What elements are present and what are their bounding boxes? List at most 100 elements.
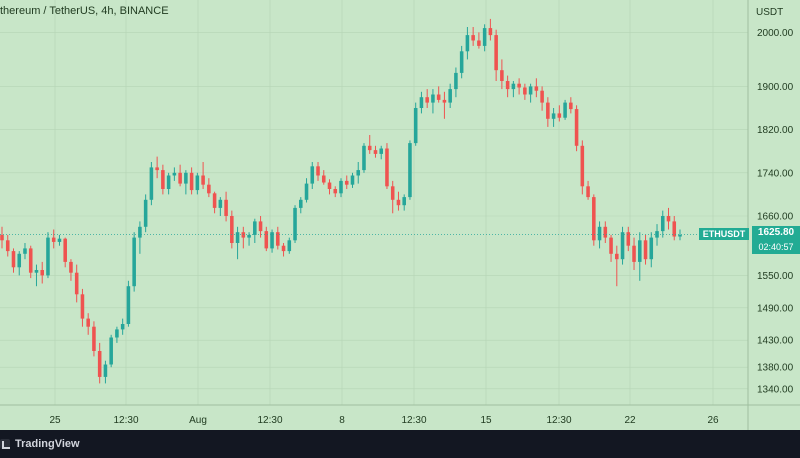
candle-body bbox=[51, 237, 56, 242]
candle bbox=[344, 175, 349, 189]
candle bbox=[425, 89, 429, 108]
candle-body bbox=[396, 199, 401, 206]
candle-body bbox=[574, 109, 579, 146]
candle-body bbox=[184, 172, 188, 184]
candle-body bbox=[643, 240, 648, 260]
x-tick-label: 12:30 bbox=[401, 415, 426, 426]
symbol-badge: ETHUSDT bbox=[699, 228, 749, 241]
candle-body bbox=[517, 83, 521, 88]
candle bbox=[586, 180, 590, 200]
candle bbox=[413, 102, 418, 146]
candle bbox=[436, 86, 441, 103]
candle-body bbox=[126, 286, 131, 324]
candle bbox=[471, 27, 475, 46]
candle bbox=[655, 224, 659, 246]
candle-body bbox=[304, 183, 309, 200]
candle bbox=[264, 226, 269, 252]
candle-body bbox=[333, 189, 338, 194]
candle-body bbox=[321, 175, 326, 183]
y-tick-label: 1550.00 bbox=[757, 271, 794, 282]
candle bbox=[356, 162, 361, 184]
candle-body bbox=[615, 253, 619, 260]
candle-body bbox=[172, 172, 177, 176]
candle-body bbox=[11, 251, 16, 268]
candle-body bbox=[494, 35, 498, 71]
candle-body bbox=[155, 167, 159, 171]
candle-body bbox=[247, 234, 251, 238]
tradingview-logo[interactable]: TradingView bbox=[0, 430, 80, 458]
chart-area[interactable]: USDT 2000.00 1900.00 1820.00 1740.00 1660.00 1… bbox=[0, 0, 800, 430]
candle bbox=[523, 83, 527, 100]
x-tick-label: 22 bbox=[624, 415, 636, 426]
candle bbox=[488, 18, 493, 41]
candle-body bbox=[540, 90, 544, 103]
candle bbox=[293, 205, 297, 243]
candle bbox=[603, 221, 608, 243]
y-tick-label: 1380.00 bbox=[757, 363, 794, 374]
candle-body bbox=[276, 232, 280, 246]
candle-body bbox=[362, 145, 366, 171]
candle-body bbox=[218, 199, 223, 208]
candle-body bbox=[224, 199, 228, 216]
candle bbox=[459, 45, 464, 79]
candle-body bbox=[367, 145, 372, 151]
candle bbox=[505, 75, 510, 98]
candlestick-chart[interactable]: USDT 2000.00 1900.00 1820.00 1740.00 1660.00 1… bbox=[0, 0, 800, 430]
candle-body bbox=[230, 216, 234, 243]
candle-body bbox=[666, 216, 671, 222]
candle-body bbox=[235, 232, 240, 243]
candle bbox=[339, 178, 343, 198]
candle-body bbox=[339, 180, 343, 194]
candle bbox=[333, 186, 338, 198]
candle bbox=[161, 164, 165, 195]
candle-body bbox=[270, 232, 274, 249]
candle bbox=[396, 191, 401, 211]
candle-body bbox=[632, 245, 636, 262]
candle bbox=[115, 326, 119, 343]
candle bbox=[500, 59, 504, 90]
candle-body bbox=[258, 221, 263, 232]
candle-body bbox=[459, 51, 464, 73]
candle-body bbox=[477, 40, 481, 46]
candle bbox=[637, 232, 642, 281]
y-tick-label: 1740.00 bbox=[757, 168, 794, 179]
current-price: 1625.80 bbox=[757, 227, 795, 239]
candle bbox=[276, 226, 280, 250]
candle bbox=[580, 140, 585, 195]
candle bbox=[40, 261, 45, 284]
symbol-title[interactable]: thereum / TetherUS, 4h, BINANCE bbox=[0, 5, 169, 17]
x-tick-label: Aug bbox=[189, 415, 207, 426]
candle-body bbox=[419, 97, 424, 108]
candle-body bbox=[408, 143, 412, 198]
candle bbox=[546, 97, 550, 127]
candle-body bbox=[569, 102, 573, 110]
candle-body bbox=[528, 86, 533, 95]
candle bbox=[511, 81, 516, 98]
candle bbox=[569, 97, 573, 114]
candle bbox=[23, 243, 27, 260]
candle bbox=[402, 194, 406, 211]
candle-body bbox=[86, 318, 90, 327]
candle bbox=[672, 216, 677, 241]
candle bbox=[132, 232, 136, 292]
candle-body bbox=[448, 89, 452, 103]
candle bbox=[666, 207, 671, 230]
candle bbox=[574, 105, 579, 152]
candle bbox=[80, 288, 85, 327]
candle bbox=[195, 172, 200, 195]
candle bbox=[51, 229, 56, 249]
bar-countdown: 02:40:57 bbox=[758, 242, 794, 253]
candle bbox=[235, 226, 240, 260]
candle bbox=[310, 162, 315, 189]
candle-body bbox=[166, 175, 171, 189]
candle-body bbox=[17, 253, 22, 268]
candle bbox=[287, 237, 292, 254]
candle bbox=[649, 232, 654, 268]
candle bbox=[643, 234, 648, 265]
candle bbox=[5, 234, 10, 257]
candle bbox=[321, 170, 326, 185]
candle bbox=[660, 210, 665, 238]
candle bbox=[178, 164, 182, 187]
candle bbox=[34, 264, 39, 287]
candle-body bbox=[103, 364, 108, 377]
